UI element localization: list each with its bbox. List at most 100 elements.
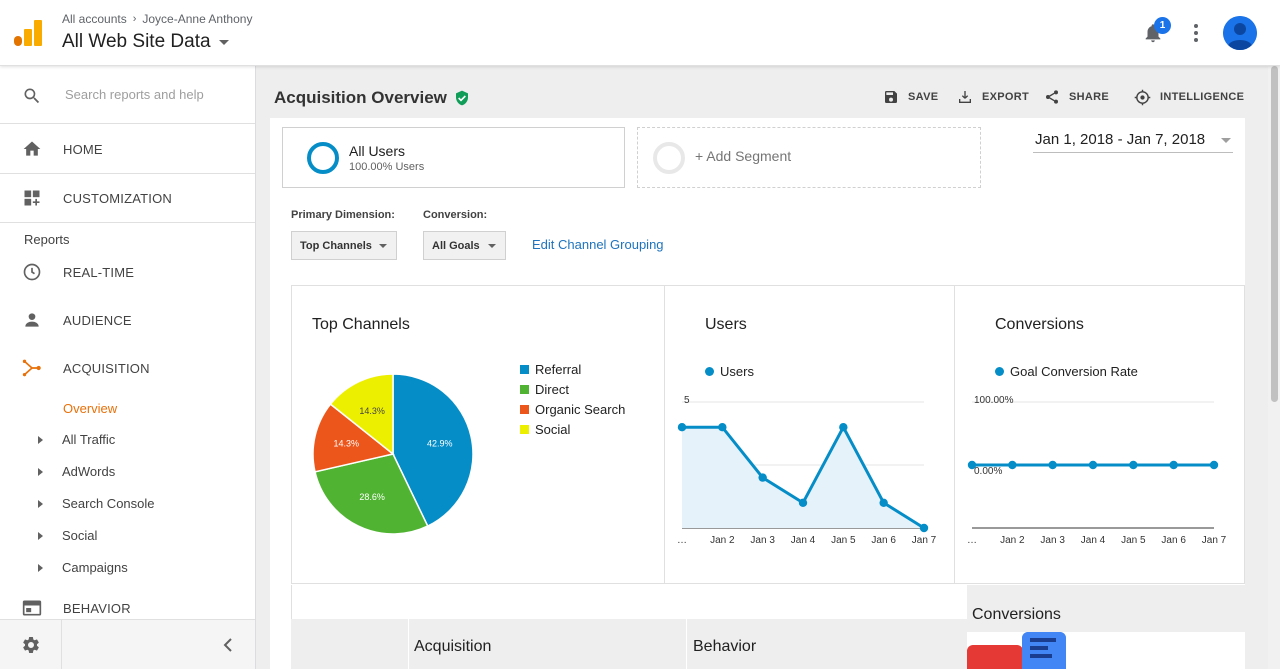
expand-arrow-icon [38,500,43,508]
x-tick-label: Jan 5 [831,535,856,546]
floating-red-widget[interactable] [967,645,1023,669]
sidebar-item-acquisition[interactable]: ACQUISITION [0,348,255,388]
edit-channel-grouping-link[interactable]: Edit Channel Grouping [532,237,664,252]
data-point[interactable] [1008,460,1017,470]
data-point[interactable] [1209,460,1219,470]
intelligence-icon [1134,89,1151,105]
breadcrumb-accounts[interactable]: All accounts [62,12,127,26]
search-icon [24,88,40,104]
sidebar-item-customization[interactable]: CUSTOMIZATION [0,178,255,218]
users-legend[interactable]: Users [705,364,754,379]
scrollbar-thumb[interactable] [1271,66,1278,402]
y-tick-label: 0.00% [974,466,1002,477]
y-tick-label: 100.00% [974,395,1014,406]
pie-slice-direct[interactable] [314,453,429,534]
data-point[interactable] [967,460,977,470]
top-channels-pie[interactable]: 42.9% 28.6% 14.3% 14.3% [313,374,473,534]
sidebar-subitem-adwords[interactable]: AdWords [0,459,255,485]
download-icon [959,91,971,103]
conversions-legend[interactable]: Goal Conversion Rate [995,364,1138,379]
pie-legend-item[interactable]: Referral [520,362,581,377]
legend-swatch [520,365,529,374]
sidebar-subitem-search-console[interactable]: Search Console [0,491,255,517]
sidebar-item-behavior[interactable]: BEHAVIOR [0,588,255,628]
legend-swatch [520,425,529,434]
gear-icon [23,637,39,653]
pie-legend-item[interactable]: Organic Search [520,402,625,417]
behavior-column-header: Behavior [693,638,757,655]
sidebar-subitem-label: AdWords [62,464,116,479]
sidebar-item-home[interactable]: HOME [0,129,255,169]
x-tick-label: Jan 2 [1000,535,1025,546]
data-point[interactable] [677,423,687,432]
save-button[interactable]: SAVE [883,88,938,106]
share-button[interactable]: SHARE [1044,88,1109,106]
home-icon [23,141,41,156]
legend-swatch [520,385,529,394]
sidebar-item-audience[interactable]: AUDIENCE [0,300,255,340]
breadcrumb-account[interactable]: Joyce-Anne Anthony [142,12,253,26]
caret-down-icon [488,244,496,248]
account-avatar[interactable] [1223,16,1257,50]
more-options-icon[interactable] [1187,22,1205,44]
admin-button[interactable] [0,620,62,669]
data-point[interactable] [1048,460,1057,470]
data-point[interactable] [1129,460,1138,470]
data-point[interactable] [879,498,888,507]
clock-icon [23,263,41,281]
notification-badge: 1 [1154,17,1171,34]
sidebar-subitem-social[interactable]: Social [0,523,255,549]
breadcrumb: All accounts › Joyce-Anne Anthony [62,12,252,26]
x-tick-label: Jan 5 [1121,535,1146,546]
intelligence-button[interactable]: INTELLIGENCE [1134,88,1244,106]
data-point[interactable] [718,423,727,432]
date-range-picker[interactable]: Jan 1, 2018 - Jan 7, 2018 [1033,131,1233,153]
data-point[interactable] [839,423,848,432]
segment-ring-icon [653,142,685,174]
segment-all-users[interactable]: All Users 100.00% Users [282,127,625,188]
sidebar-subitem-overview[interactable]: Overview [63,401,118,416]
property-view-name: All Web Site Data [62,31,211,52]
sidebar-subitem-label: Campaigns [62,560,128,575]
data-point[interactable] [1088,460,1098,470]
legend-dot [995,367,1004,376]
pie-slice-social[interactable] [329,374,394,456]
pie-slice-organic-search[interactable] [313,403,395,473]
date-range-text: Jan 1, 2018 - Jan 7, 2018 [1035,131,1206,148]
sidebar-item-label: ACQUISITION [63,360,150,376]
data-point[interactable] [919,523,929,533]
x-tick-label: Jan 4 [1081,535,1106,546]
conversions-line-chart[interactable]: 100.00% 0.00% … Jan 2 Jan 3 Jan 4 Jan 5 Jan 6 Ja… [960,390,1240,550]
sidebar-item-real-time[interactable]: REAL-TIME [0,252,255,292]
floating-blue-widget[interactable] [1022,632,1066,669]
collapse-sidebar-icon[interactable] [222,638,234,652]
data-point[interactable] [798,498,808,507]
page-scrollbar[interactable] [1268,66,1280,669]
pie-slice-referral[interactable] [392,374,473,528]
sidebar-item-label: BEHAVIOR [63,600,131,616]
top-channels-title: Top Channels [312,316,410,333]
area-fill [682,427,924,528]
sidebar-subitem-label: All Traffic [62,432,116,447]
primary-dimension-select[interactable]: Top Channels [291,231,397,260]
analytics-logo[interactable] [14,20,42,48]
caret-down-icon [1221,138,1231,143]
data-point[interactable] [1169,460,1178,470]
property-view-selector[interactable]: All Web Site Data [62,31,229,53]
sidebar-subitem-label: Social [62,528,98,543]
sidebar-subitem-all-traffic[interactable]: All Traffic [0,427,255,453]
sidebar-item-label: HOME [63,141,103,157]
add-segment-button[interactable]: + Add Segment [637,127,981,188]
sidebar-subitem-campaigns[interactable]: Campaigns [0,555,255,581]
pie-legend-item[interactable]: Direct [520,382,569,397]
conversion-select[interactable]: All Goals [423,231,506,260]
data-point[interactable] [758,473,767,482]
sidebar-footer [0,619,255,669]
x-tick-label: Jan 3 [1040,535,1065,546]
export-button[interactable]: EXPORT [957,88,1029,106]
search-reports[interactable]: Search reports and help [0,66,255,124]
pie-legend-item[interactable]: Social [520,422,570,437]
search-input[interactable]: Search reports and help [65,87,204,102]
primary-dimension-value: Top Channels [300,239,372,252]
